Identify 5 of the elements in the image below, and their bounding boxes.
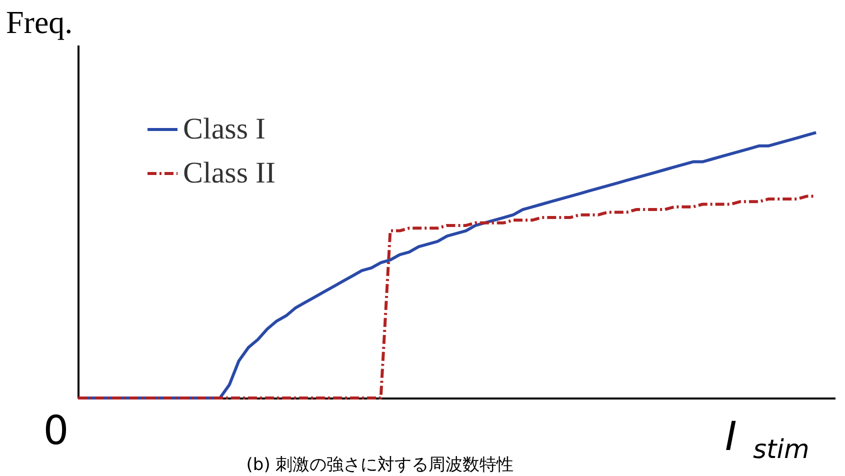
legend-label: Class II	[183, 156, 276, 190]
text: 0	[43, 408, 69, 454]
text: (b) 刺激の強さに対する周波数特性	[246, 455, 514, 475]
y-axis-title: Freq.	[6, 4, 73, 40]
legend-label: Class I	[183, 112, 266, 146]
